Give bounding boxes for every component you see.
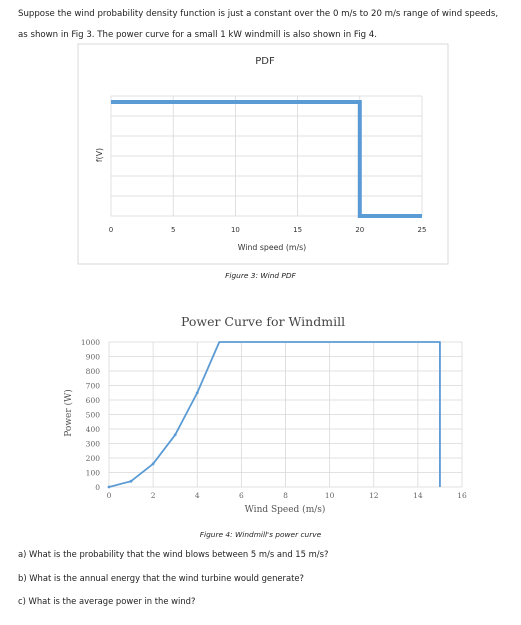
power-curve-y-tick-label: 900 [86, 353, 101, 362]
power-curve-x-tick-label: 6 [239, 491, 244, 500]
power-curve-x-tick-label: 14 [413, 491, 423, 500]
power-curve-y-tick-label: 200 [86, 454, 101, 463]
pdf-series-line [111, 100, 422, 218]
power-curve-y-tick-label: 0 [95, 483, 100, 492]
pdf-title: PDF [255, 56, 275, 67]
pdf-y-axis-label: f(V) [95, 148, 104, 162]
power-curve-x-axis-label: Wind Speed (m/s) [245, 504, 326, 515]
power-curve-series-line [108, 341, 441, 488]
power-curve-point [151, 462, 155, 466]
power-curve-x-tick-label: 10 [325, 491, 335, 500]
power-curve-y-tick-label: 300 [86, 440, 101, 449]
pdf-x-tick-label: 10 [231, 226, 240, 234]
power-curve-point [129, 479, 133, 483]
question-b: b) What is the annual energy that the wi… [18, 573, 305, 583]
pdf-x-tick-label: 15 [293, 226, 302, 234]
power-curve-y-tick-label: 600 [86, 396, 101, 405]
power-curve-y-axis-label: Power (W) [63, 389, 74, 437]
power-curve-x-tick-label: 0 [107, 491, 112, 500]
power-curve-title: Power Curve for Windmill [181, 314, 345, 329]
power-curve-y-tick-label: 800 [86, 367, 101, 376]
power-curve-y-tick-label: 100 [86, 469, 101, 478]
fig3-caption: Figure 3: Wind PDF [225, 271, 296, 280]
pdf-x-tick-label: 20 [355, 226, 364, 234]
power-curve-y-tick-label: 500 [86, 411, 101, 420]
pdf-x-axis-label: Wind speed (m/s) [238, 243, 306, 252]
pdf-x-tick-label: 25 [418, 226, 427, 234]
power-curve-x-tick-label: 8 [283, 491, 288, 500]
pdf-x-tick-label: 0 [109, 226, 113, 234]
intro-text: Suppose the wind probability density fun… [18, 9, 499, 40]
power-curve-x-tick-label: 12 [369, 491, 379, 500]
question-c: c) What is the average power in the wind… [18, 596, 196, 606]
question-a: a) What is the probability that the wind… [18, 549, 329, 559]
power-curve-point [107, 485, 111, 489]
pdf-plot-border [77, 43, 449, 265]
pdf-x-tick-label: 5 [171, 226, 175, 234]
power-curve-y-tick-label: 1000 [81, 338, 100, 347]
power-curve-x-tick-label: 2 [151, 491, 156, 500]
fig4-caption: Figure 4: Windmill's power curve [199, 530, 322, 539]
power-curve-y-tick-label: 700 [86, 382, 101, 391]
power-curve-point [195, 391, 199, 395]
power-curve-x-tick-label: 16 [457, 491, 467, 500]
power-curve-x-tick-label: 4 [195, 491, 200, 500]
power-curve-point [173, 433, 177, 437]
power-curve-y-tick-label: 400 [86, 425, 101, 434]
